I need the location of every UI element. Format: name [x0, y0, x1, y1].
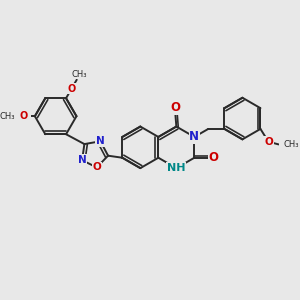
Text: O: O: [264, 137, 273, 147]
Text: CH₃: CH₃: [284, 140, 299, 149]
Text: O: O: [92, 162, 101, 172]
Text: O: O: [68, 83, 76, 94]
Text: O: O: [170, 101, 180, 114]
Text: N: N: [189, 130, 200, 143]
Text: N: N: [96, 136, 105, 146]
Text: N: N: [78, 155, 86, 165]
Text: O: O: [208, 151, 219, 164]
Text: CH₃: CH₃: [72, 70, 87, 79]
Text: NH: NH: [167, 163, 186, 173]
Text: O: O: [20, 111, 28, 121]
Text: CH₃: CH₃: [0, 112, 15, 121]
